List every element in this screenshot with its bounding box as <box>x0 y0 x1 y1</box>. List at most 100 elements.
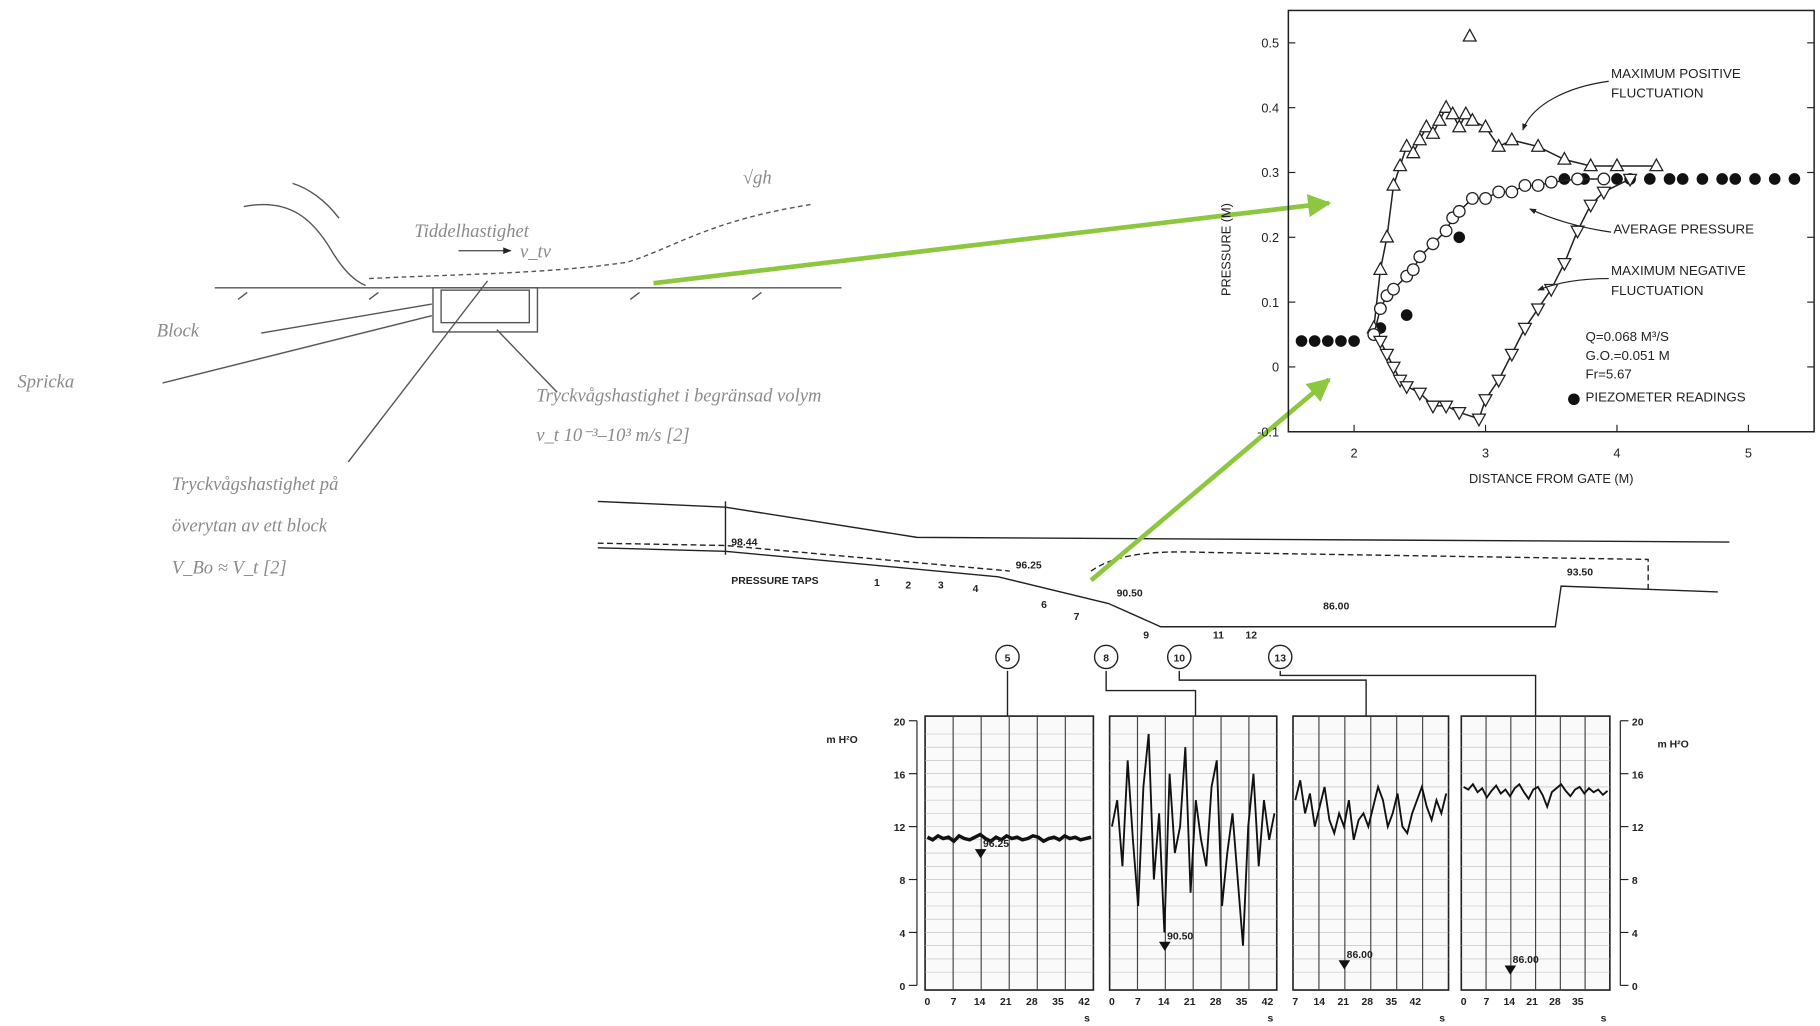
tap-number: 6 <box>1041 600 1047 611</box>
elevation: 93.50 <box>1567 568 1593 579</box>
series-annotation: MAXIMUM POSITIVE FLUCTUATION <box>1611 65 1808 104</box>
time-label: 0 <box>1109 997 1115 1008</box>
y-axis-label: PRESSURE (M) <box>1218 203 1233 296</box>
y-tick-label: 20 <box>894 717 906 728</box>
y-tick-label: 8 <box>900 876 906 887</box>
point <box>1453 206 1465 218</box>
surface-line1: Tryckvågshastighet på <box>172 474 339 495</box>
hatch <box>238 292 761 299</box>
point <box>1506 186 1518 198</box>
series-annotation-box: MAXIMUM POSITIVE FLUCTUATION <box>1611 65 1808 111</box>
taps-label: PRESSURE TAPS <box>731 576 818 587</box>
point <box>1388 283 1400 295</box>
time-label: 28 <box>1549 997 1561 1008</box>
time-label: 28 <box>1026 997 1038 1008</box>
marker-label: 96.25 <box>983 839 1009 850</box>
y-tick-label: 8 <box>1632 876 1638 887</box>
point <box>1387 178 1400 190</box>
y-tick-label: 4 <box>1632 929 1638 940</box>
point <box>1584 200 1597 212</box>
time-label: 7 <box>1484 997 1490 1008</box>
marker-label: 86.00 <box>1347 950 1373 961</box>
inner-line1: Tryckvågshastighet i begränsad volym <box>536 386 821 407</box>
y-tick-label: 16 <box>1632 770 1644 781</box>
time-label: 21 <box>1184 997 1196 1008</box>
point <box>1463 29 1476 41</box>
legend-label-box: PIEZOMETER READINGS <box>1585 389 1817 412</box>
point <box>1545 285 1558 297</box>
time-label: 14 <box>974 997 986 1008</box>
time-label: 21 <box>1337 997 1349 1008</box>
elevation: 90.50 <box>1117 589 1143 600</box>
point <box>1664 173 1676 185</box>
point <box>1414 251 1426 263</box>
time-label: 7 <box>951 997 957 1008</box>
point <box>1374 336 1387 348</box>
y-tick-label: 0.1 <box>1261 295 1279 310</box>
time-label: 21 <box>1000 997 1012 1008</box>
point <box>1413 133 1426 145</box>
block-outline <box>433 288 537 332</box>
point <box>1697 173 1709 185</box>
link-arrow <box>1091 380 1329 581</box>
elevation: 86.00 <box>1323 601 1349 612</box>
time-label: 28 <box>1361 997 1373 1008</box>
point <box>1532 304 1545 316</box>
x-tick-label: 5 <box>1745 445 1752 460</box>
tap-number: 1 <box>874 578 880 589</box>
point <box>1519 180 1531 192</box>
time-unit: s <box>1267 1013 1273 1024</box>
point <box>1493 186 1505 198</box>
point <box>1473 414 1486 426</box>
time-label: 42 <box>1262 997 1274 1008</box>
gauge-number: 5 <box>1005 654 1011 665</box>
y-tick-label: 0.3 <box>1261 165 1279 180</box>
time-label: 42 <box>1078 997 1090 1008</box>
point <box>1571 226 1584 238</box>
point <box>1532 180 1544 192</box>
x-tick-label: 3 <box>1482 445 1489 460</box>
gauge-number: 10 <box>1173 654 1185 665</box>
y-tick-label: -0.1 <box>1257 424 1279 439</box>
marker-label: 90.50 <box>1167 931 1193 942</box>
point <box>1453 120 1466 132</box>
point <box>1309 335 1321 347</box>
time-unit: s <box>1601 1013 1607 1024</box>
time-unit: s <box>1439 1013 1445 1024</box>
y-tick-label: 20 <box>1632 717 1644 728</box>
point <box>1440 401 1453 413</box>
time-label: 28 <box>1210 997 1222 1008</box>
tap-number: 9 <box>1143 630 1149 641</box>
annotation-leader <box>1530 209 1611 232</box>
surface-line2: överytan av ett block <box>172 516 328 537</box>
time-label: 14 <box>1503 997 1515 1008</box>
x-tick-label: 4 <box>1613 445 1620 460</box>
point <box>1572 173 1584 185</box>
point <box>1335 335 1347 347</box>
legend-marker <box>1568 393 1580 405</box>
y-tick-label: 0 <box>1272 360 1279 375</box>
leader-lines <box>163 281 558 462</box>
point <box>1729 173 1741 185</box>
y-tick-label: 16 <box>894 770 906 781</box>
point <box>1677 173 1689 185</box>
gauge-number: 8 <box>1103 654 1109 665</box>
point <box>1479 395 1492 407</box>
tap-number: 4 <box>973 584 979 595</box>
flow-symbol: v_tv <box>520 242 552 263</box>
elevation: 98.44 <box>731 537 757 548</box>
block-inner <box>441 290 529 322</box>
sketch: Tiddelhastighet v_tv √gh Block Spricka T… <box>17 167 841 578</box>
point <box>1322 335 1334 347</box>
tap-number: 3 <box>938 580 944 591</box>
point <box>1400 382 1413 394</box>
point <box>1505 133 1518 145</box>
point <box>1611 159 1624 171</box>
point <box>1558 259 1571 271</box>
point <box>1381 230 1394 242</box>
tap-number: 2 <box>905 580 911 591</box>
y-tick-label: 0.2 <box>1261 230 1279 245</box>
inner-line2: v_t 10⁻³–10³ m/s [2] <box>536 425 689 446</box>
time-label: 35 <box>1572 997 1584 1008</box>
